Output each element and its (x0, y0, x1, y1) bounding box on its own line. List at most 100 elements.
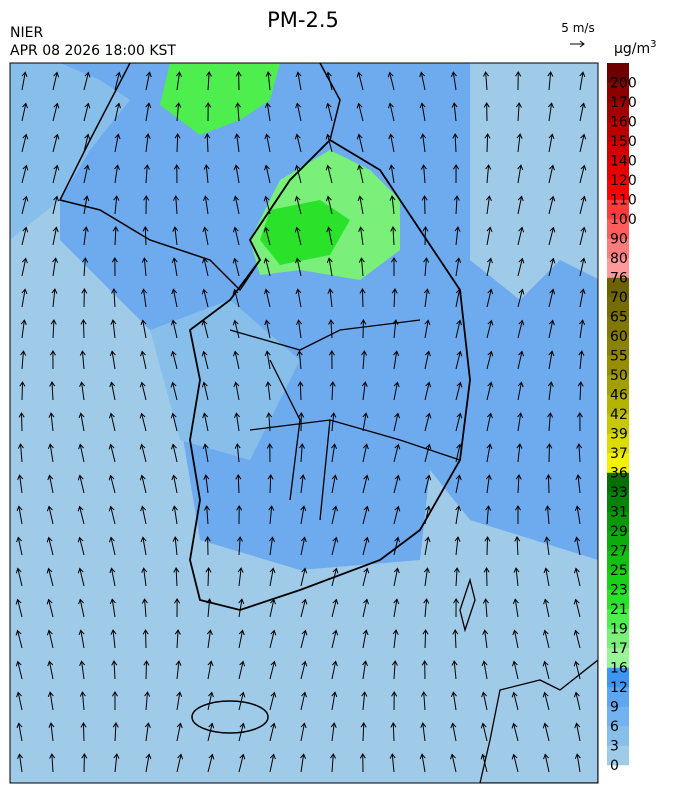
wind-arrow (325, 102, 333, 122)
wind-arrow (295, 102, 302, 122)
wind-arrow (393, 443, 401, 463)
colorbar-label: 25 (610, 563, 628, 579)
wind-arrow (47, 660, 54, 680)
colorbar-swatch (607, 258, 629, 278)
wind-arrow (485, 195, 492, 215)
wind-arrow (424, 505, 431, 525)
wind-arrow (170, 319, 178, 339)
colorbar-label: 160 (610, 115, 637, 131)
wind-arrow (486, 226, 493, 246)
wind-arrow (362, 598, 369, 618)
wind-arrow (515, 474, 522, 494)
wind-arrow (173, 195, 180, 215)
wind-arrows (15, 71, 587, 773)
colorbar-swatch (607, 102, 629, 122)
wind-arrow (330, 412, 337, 432)
colorbar-swatch (607, 726, 629, 746)
colorbar-swatch (607, 706, 629, 727)
wind-arrow (79, 350, 86, 370)
wind-arrow (79, 381, 86, 401)
wind-arrow (331, 567, 339, 587)
wind-arrow (82, 226, 89, 246)
wind-arrow (579, 257, 586, 277)
wind-arrow (548, 288, 556, 308)
agency: NIER (10, 25, 43, 41)
wind-arrow (17, 753, 24, 773)
wind-arrow (207, 722, 215, 742)
wind-arrow (269, 753, 276, 773)
wind-arrow (325, 164, 333, 184)
unit-base: μg/m (614, 41, 650, 57)
wind-arrow (424, 381, 432, 401)
wind-arrow (486, 350, 494, 370)
wind-arrow (387, 102, 395, 122)
colorbar-swatch (607, 355, 629, 376)
wind-arrow (450, 722, 457, 742)
wind-arrow (203, 164, 210, 184)
wind-arrow (108, 474, 116, 494)
wind-arrow (78, 412, 85, 432)
island (459, 577, 476, 633)
wind-arrow (108, 536, 116, 556)
wind-arrow (202, 226, 209, 246)
wind-arrow (393, 474, 401, 494)
wind-arrow (269, 567, 276, 587)
colorbar-swatch (607, 82, 629, 103)
wind-arrow (264, 319, 271, 339)
wind-arrow (139, 412, 147, 432)
wind-arrow (111, 257, 118, 277)
wind-arrow (143, 195, 150, 215)
colorbar-label: 140 (610, 154, 637, 170)
wind-arrow (357, 164, 364, 184)
wind-arrow (548, 350, 555, 370)
wind-arrow (110, 629, 117, 649)
wind-arrow (480, 722, 488, 742)
colorbar-label: 39 (610, 427, 628, 443)
wind-arrow (542, 691, 550, 711)
wind-arrow (266, 412, 273, 432)
wind-arrow (206, 598, 213, 618)
wind-arrow (547, 381, 554, 401)
colorbar-swatch (607, 141, 629, 161)
wind-arrow (83, 102, 91, 122)
wind-arrow (233, 350, 240, 370)
wind-arrow (113, 753, 120, 773)
wind-arrow (453, 598, 460, 618)
wind-arrow (455, 505, 462, 525)
colorbar-label: 65 (610, 310, 628, 326)
wind-arrow (264, 350, 271, 370)
colorbar-label: 0 (610, 758, 619, 774)
colorbar-label: 17 (610, 641, 628, 657)
colorbar-swatch (607, 238, 629, 259)
wind-arrow (141, 598, 148, 618)
wind-arrow (548, 195, 556, 215)
wind-arrow (546, 443, 553, 463)
wind-arrow (78, 443, 85, 463)
wind-arrow (16, 505, 23, 525)
wind-arrow (232, 257, 240, 277)
wind-arrow (300, 660, 308, 680)
colorbar-label: 33 (610, 485, 628, 501)
wind-arrow (238, 629, 245, 649)
wind-arrow (390, 226, 397, 246)
wind-arrow (391, 691, 398, 711)
wind-arrow (331, 691, 338, 711)
wind-arrow (21, 257, 28, 277)
wind-arrow (511, 753, 519, 773)
wind-arrow (578, 350, 585, 370)
wind-arrow (517, 381, 524, 401)
wind-arrow (49, 381, 56, 401)
wind-arrow (517, 350, 525, 370)
province-borders (229, 319, 461, 521)
wind-arrow (144, 691, 151, 711)
wind-arrow (46, 567, 54, 587)
wind-arrow (140, 536, 147, 556)
wind-arrow (511, 691, 519, 711)
colorbar-label: 27 (610, 544, 628, 560)
wind-arrow (424, 412, 432, 432)
colorbar-swatch (607, 492, 629, 512)
wind-scale-arrowhead (579, 40, 585, 48)
wind-arrow (455, 412, 463, 432)
colorbar-label: 80 (610, 251, 628, 267)
